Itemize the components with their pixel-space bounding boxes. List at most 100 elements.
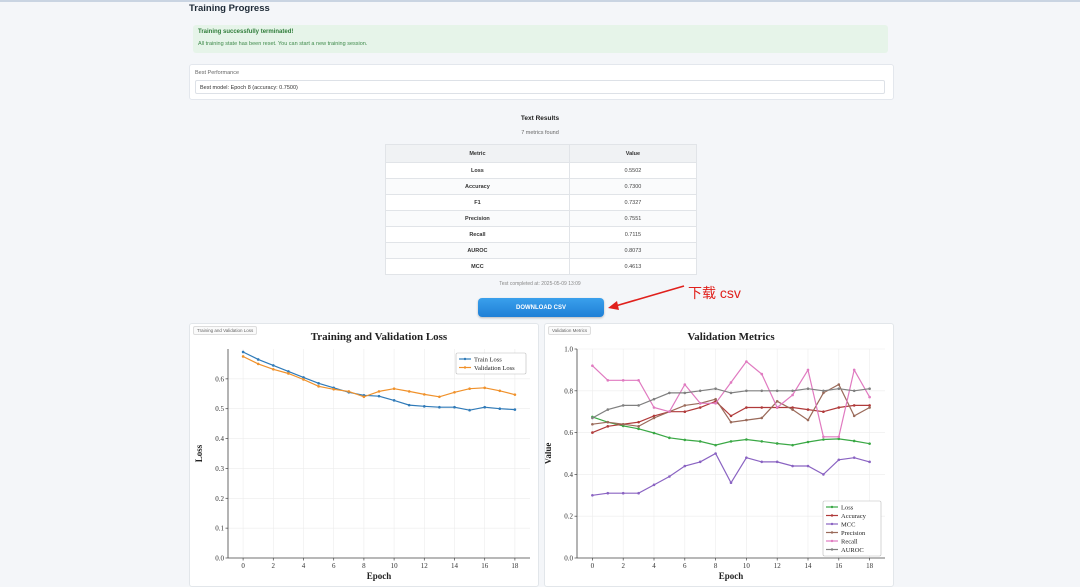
x-tick-label: 2 [621, 562, 625, 570]
legend-marker [830, 531, 834, 534]
data-point [791, 464, 794, 468]
data-point [317, 385, 320, 388]
table-row: MCC 0.4613 [385, 258, 698, 275]
legend-box [455, 352, 527, 375]
data-point [714, 452, 717, 455]
data-point [468, 387, 471, 391]
data-point [652, 431, 656, 435]
x-tick-label: 14 [451, 562, 459, 570]
metric-name: Accuracy [385, 178, 570, 195]
data-point [621, 404, 625, 407]
metric-value: 0.5502 [568, 162, 698, 179]
data-point [822, 438, 825, 441]
data-point [668, 475, 671, 478]
data-point [652, 414, 656, 418]
x-tick-label: 16 [481, 562, 489, 570]
data-point [591, 416, 594, 420]
data-point [852, 389, 856, 393]
metrics-chart-tab[interactable]: Validation Metrics [548, 326, 592, 335]
data-point [453, 390, 456, 394]
loss-chart-tab[interactable]: Training and Validation Loss [193, 326, 258, 335]
data-point [287, 370, 290, 373]
y-tick-label: 0.4 [215, 435, 224, 443]
data-point [837, 458, 841, 462]
data-point [637, 425, 640, 428]
x-tick-label: 10 [743, 562, 751, 570]
legend-marker [463, 366, 467, 369]
legend-marker [463, 357, 467, 361]
page-title: Training Progress [189, 3, 270, 14]
data-point [683, 383, 687, 386]
annotation-arrow-icon [608, 285, 685, 310]
best-model-value: Best model: Epoch 8 (accuracy: 0.7500) [200, 85, 298, 91]
data-point [775, 389, 779, 393]
x-tick-label: 2 [272, 562, 276, 570]
data-point [852, 404, 856, 407]
x-axis-label: Epoch [367, 571, 392, 581]
data-point [668, 410, 671, 413]
data-point [683, 404, 687, 407]
data-point [513, 393, 517, 396]
x-tick-label: 0 [241, 562, 245, 570]
metric-value: 0.7115 [568, 226, 698, 243]
download-csv-button[interactable]: DOWNLOAD CSV [478, 298, 604, 317]
data-point [637, 491, 640, 495]
data-point [241, 350, 245, 354]
data-point [652, 397, 656, 401]
data-point [637, 420, 640, 424]
data-point [760, 440, 764, 443]
metrics-chart: Validation Metrics 0 2 4 6 8 10 12 14 16 18 0.0 0.2 0… [545, 331, 885, 581]
data-point [760, 416, 764, 420]
data-point [683, 410, 687, 413]
y-tick-label: 1.0 [564, 346, 573, 354]
best-model-field[interactable]: Best model: Epoch 8 (accuracy: 0.7500) [195, 80, 885, 94]
data-point [438, 405, 441, 409]
data-point [287, 372, 290, 375]
data-point [729, 381, 733, 384]
data-point [683, 438, 687, 442]
data-point [714, 443, 717, 447]
table-row: Precision 0.7551 [385, 210, 698, 227]
data-point [591, 422, 594, 426]
data-point [468, 408, 471, 412]
data-point [729, 414, 733, 418]
y-axis-label: Loss [194, 444, 204, 462]
data-point [302, 376, 305, 379]
data-point [745, 406, 748, 409]
data-point [377, 394, 381, 398]
data-point [791, 408, 794, 411]
data-point [637, 404, 640, 407]
y-tick-label: 0.1 [215, 525, 224, 533]
legend-marker [830, 505, 834, 509]
x-tick-label: 4 [302, 562, 306, 570]
table-row: Recall 0.7115 [385, 226, 698, 243]
data-point [837, 406, 841, 409]
data-point [760, 406, 764, 409]
metric-name: Recall [385, 226, 570, 243]
data-point [362, 395, 366, 399]
x-tick-label: 6 [332, 562, 336, 570]
data-point [606, 425, 610, 428]
data-point [729, 440, 733, 443]
header-value: Value [568, 144, 698, 163]
metric-value: 0.4613 [568, 258, 698, 275]
data-point [837, 435, 841, 439]
metric-name: MCC [385, 258, 570, 275]
data-point [392, 387, 396, 391]
data-point [683, 391, 687, 395]
data-point [621, 422, 625, 426]
table-row: F1 0.7327 [385, 194, 698, 211]
legend-marker [830, 522, 834, 526]
x-tick-label: 12 [774, 562, 782, 570]
y-tick-label: 0.2 [215, 495, 224, 503]
x-tick-label: 16 [835, 562, 843, 570]
data-point [868, 404, 871, 407]
table-row: Loss 0.5502 [385, 162, 698, 179]
x-tick-label: 18 [511, 562, 519, 570]
legend-label: Recall [841, 538, 858, 545]
metric-value: 0.7300 [568, 178, 698, 195]
data-point [683, 464, 687, 468]
data-point [714, 397, 717, 401]
data-point [302, 378, 305, 381]
data-point [806, 440, 810, 444]
